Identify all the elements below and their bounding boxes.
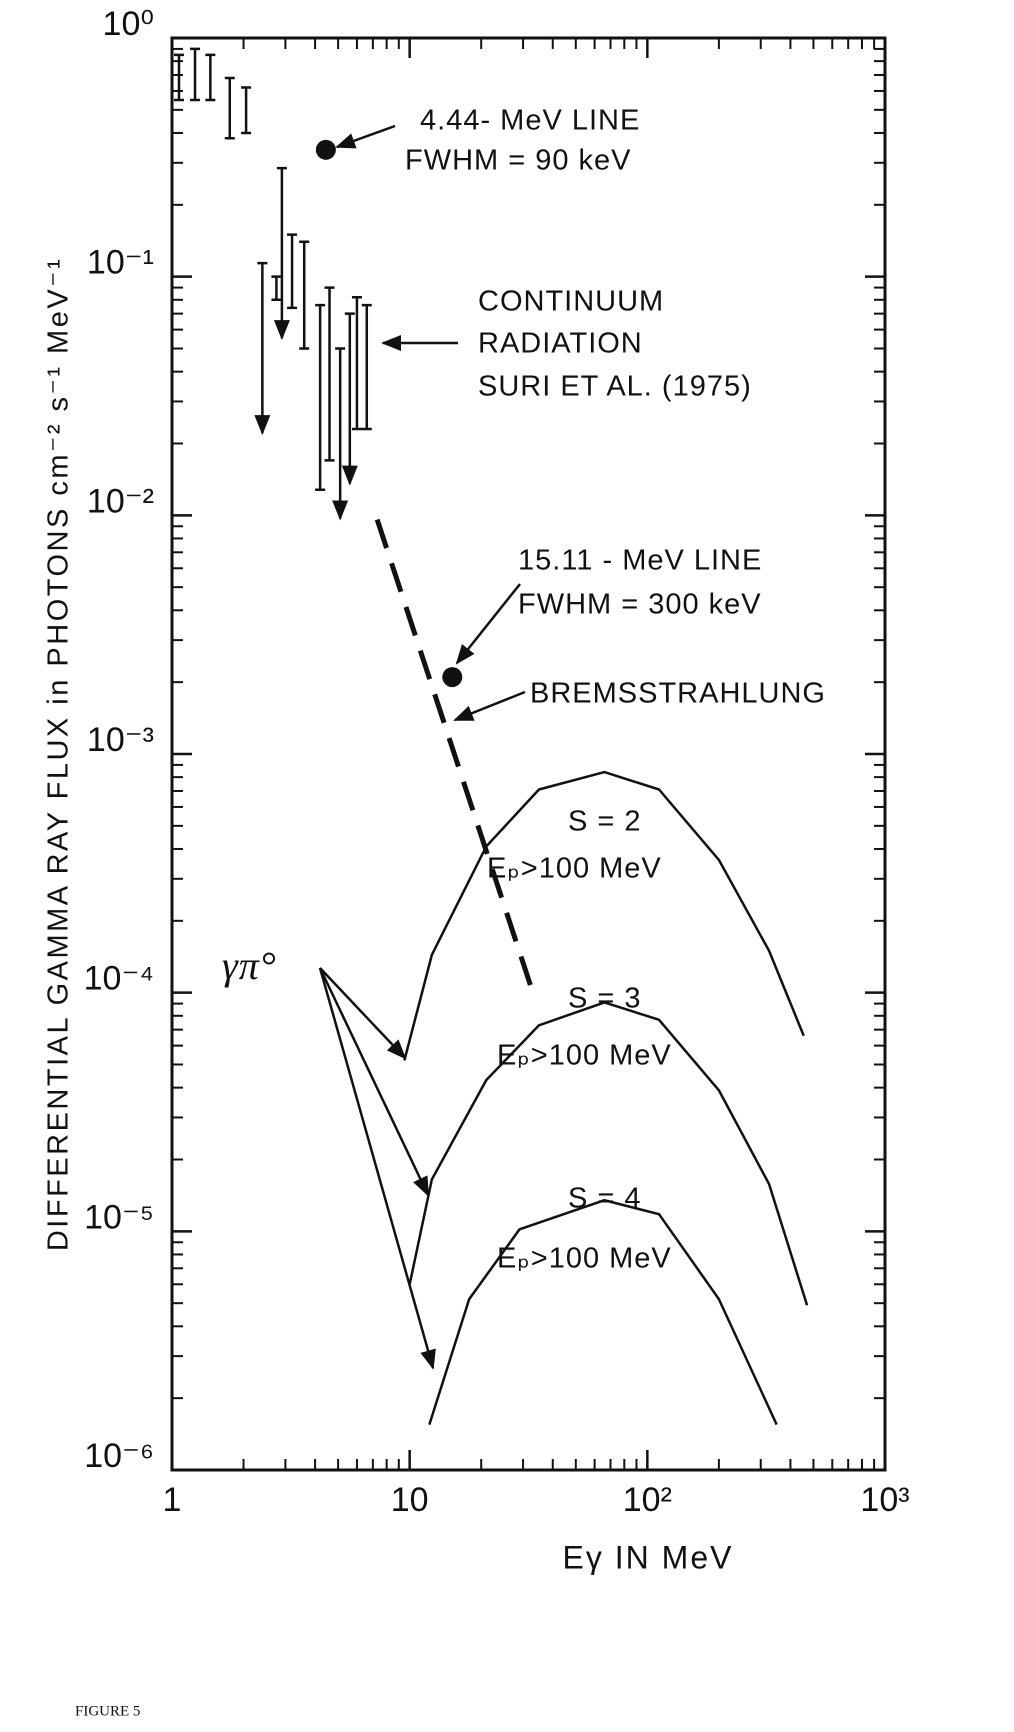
annotation: S = 4 bbox=[568, 1183, 642, 1215]
error-bar bbox=[173, 53, 184, 102]
x-tick-label: 10² bbox=[623, 1481, 672, 1519]
upper-limit bbox=[345, 312, 355, 484]
annotation: Eₚ>100 MeV bbox=[487, 853, 662, 885]
y-tick-label: 10⁰ bbox=[103, 5, 154, 43]
error-bar bbox=[271, 275, 282, 302]
annotation: CONTINUUM bbox=[478, 286, 664, 318]
arrow bbox=[318, 967, 436, 1370]
arrow bbox=[318, 967, 430, 1197]
y-axis-label: DIFFERENTIAL GAMMA RAY FLUX in PHOTONS c… bbox=[43, 257, 75, 1251]
pion-curve bbox=[403, 770, 805, 1061]
line-point bbox=[442, 667, 463, 688]
pion-curve bbox=[408, 1001, 809, 1306]
x-axis-label: Eγ IN MeV bbox=[563, 1539, 734, 1575]
error-bar bbox=[299, 240, 310, 350]
error-bar bbox=[241, 86, 252, 135]
y-tick-label: 10⁻⁶ bbox=[84, 1437, 154, 1475]
line-point bbox=[315, 139, 336, 160]
error-bar bbox=[190, 47, 201, 102]
annotation: Eₚ>100 MeV bbox=[497, 1040, 672, 1072]
arrow bbox=[335, 124, 396, 149]
annotation: RADIATION bbox=[478, 328, 643, 360]
upper-limit bbox=[257, 261, 267, 433]
x-tick-label: 10³ bbox=[860, 1481, 909, 1519]
error-bar bbox=[324, 286, 335, 462]
arrow bbox=[319, 967, 407, 1060]
annotation: 15.11 - MeV LINE bbox=[518, 545, 762, 577]
error-bar bbox=[205, 53, 216, 102]
y-tick-label: 10⁻⁴ bbox=[84, 960, 154, 998]
annotation: Eₚ>100 MeV bbox=[497, 1243, 672, 1275]
error-bar bbox=[315, 303, 326, 491]
error-bar bbox=[224, 76, 235, 140]
annotation: SURI ET AL. (1975) bbox=[478, 371, 752, 403]
annotation: FWHM = 90 keV bbox=[405, 145, 632, 177]
x-tick-label: 1 bbox=[163, 1481, 182, 1519]
y-tick-label: 10⁻³ bbox=[87, 721, 154, 759]
annotation: 4.44- MeV LINE bbox=[420, 105, 640, 137]
upper-limit bbox=[335, 347, 345, 519]
annotation: S = 3 bbox=[568, 983, 642, 1015]
annotation: S = 2 bbox=[568, 806, 642, 838]
error-bar bbox=[351, 295, 362, 431]
y-tick-label: 10⁻¹ bbox=[87, 244, 154, 282]
error-bar bbox=[361, 303, 372, 431]
y-tick-label: 10⁻⁵ bbox=[84, 1198, 154, 1236]
annotation: γπ° bbox=[222, 943, 277, 988]
upper-limit bbox=[277, 166, 287, 338]
y-tick-label: 10⁻² bbox=[87, 482, 154, 520]
arrow bbox=[455, 583, 521, 665]
figure-label: FIGURE 5 bbox=[75, 1703, 140, 1719]
error-bar bbox=[287, 233, 298, 310]
bremsstrahlung-line bbox=[374, 518, 536, 994]
arrow bbox=[453, 690, 526, 722]
pion-curve bbox=[428, 1198, 778, 1426]
annotation: BREMSSTRAHLUNG bbox=[530, 678, 826, 710]
annotation: FWHM = 300 keV bbox=[518, 589, 762, 621]
x-tick-label: 10 bbox=[391, 1481, 429, 1519]
annotation-arrows bbox=[318, 124, 526, 1370]
